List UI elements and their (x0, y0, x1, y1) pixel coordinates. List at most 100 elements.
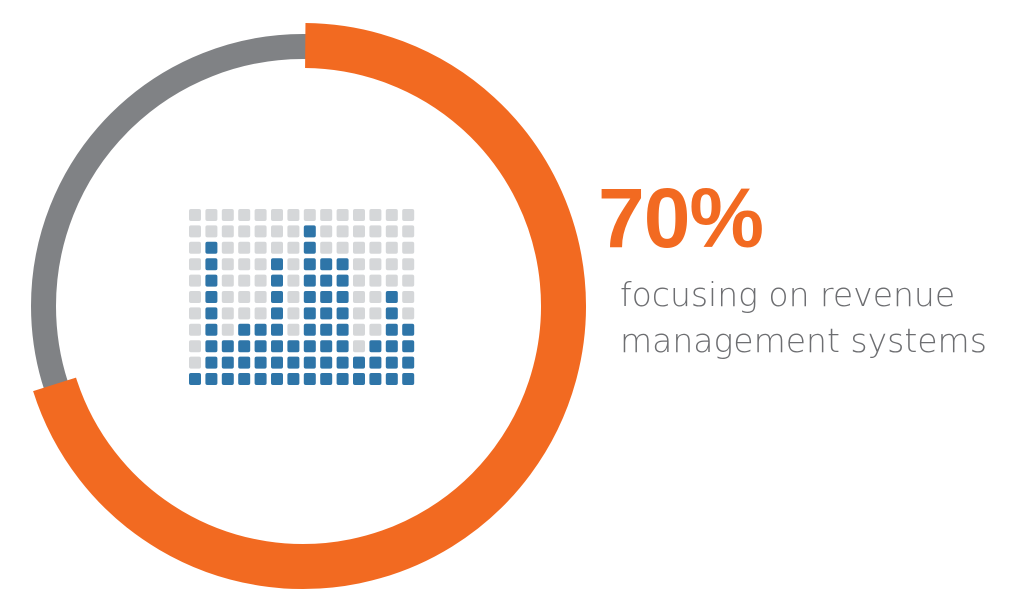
icon-cell (353, 209, 365, 221)
icon-cell (385, 291, 398, 303)
icon-cell (385, 258, 398, 271)
icon-cell (238, 241, 251, 254)
icon-cell (353, 373, 365, 385)
icon-cell (369, 209, 382, 221)
icon-cell (238, 291, 251, 303)
icon-cell (353, 356, 365, 369)
icon-cell (336, 209, 349, 221)
icon-cell (336, 340, 349, 353)
donut-arc (33, 23, 586, 589)
icon-cell (205, 225, 218, 238)
icon-cell (385, 356, 398, 369)
icon-cell (303, 274, 316, 287)
icon-cell (221, 356, 234, 369)
icon-cell (271, 356, 283, 369)
icon-cell (238, 356, 251, 369)
icon-cell (369, 373, 382, 385)
icon-cell (353, 258, 365, 271)
icon-cell (303, 356, 316, 369)
icon-cell (320, 274, 333, 287)
icon-cell (303, 323, 316, 336)
icon-cell (353, 323, 365, 336)
icon-cell (189, 323, 201, 336)
icon-cell (271, 307, 283, 320)
icon-cell (320, 291, 333, 303)
icon-cell (238, 307, 251, 320)
icon-cell (254, 209, 267, 221)
icon-cell (402, 209, 415, 221)
icon-cell (271, 258, 283, 271)
icon-cell (303, 307, 316, 320)
icon-cell (254, 373, 267, 385)
icon-cell (353, 291, 365, 303)
icon-cell (320, 209, 333, 221)
icon-cell (254, 225, 267, 238)
icon-cell (385, 323, 398, 336)
icon-cell (353, 241, 365, 254)
icon-cell (369, 323, 382, 336)
icon-cell (254, 307, 267, 320)
icon-cell (320, 373, 333, 385)
icon-cell (402, 356, 415, 369)
icon-cell (336, 274, 349, 287)
icon-cell (271, 373, 283, 385)
icon-cell (221, 241, 234, 254)
icon-cell (189, 356, 201, 369)
icon-cell (189, 340, 201, 353)
icon-cell (369, 241, 382, 254)
icon-cell (205, 274, 218, 287)
icon-cell (254, 274, 267, 287)
icon-cell (336, 258, 349, 271)
icon-cell (189, 373, 201, 385)
icon-cell (402, 373, 415, 385)
icon-cell (287, 225, 300, 238)
icon-cell (271, 225, 283, 238)
icon-cell (238, 323, 251, 336)
icon-cell (221, 307, 234, 320)
icon-cell (238, 373, 251, 385)
icon-cell (287, 291, 300, 303)
icon-cell (402, 241, 415, 254)
icon-cell (353, 307, 365, 320)
icon-cell (205, 258, 218, 271)
icon-cell (320, 225, 333, 238)
icon-cell (271, 291, 283, 303)
icon-cell (254, 241, 267, 254)
icon-cell (205, 356, 218, 369)
icon-cell (336, 291, 349, 303)
icon-cell (254, 340, 267, 353)
icon-cell (254, 323, 267, 336)
icon-cell (336, 307, 349, 320)
icon-cell (353, 225, 365, 238)
icon-cell (353, 274, 365, 287)
icon-cell (303, 373, 316, 385)
icon-cell (189, 258, 201, 271)
value-label: 70% (598, 171, 764, 265)
subtitle: focusing on revenue management systems (620, 275, 987, 360)
icon-cell (385, 274, 398, 287)
icon-cell (238, 340, 251, 353)
icon-cell (303, 209, 316, 221)
icon-cell (320, 241, 333, 254)
icon-cell (254, 291, 267, 303)
icon-cell (221, 323, 234, 336)
icon-cell (303, 241, 316, 254)
icon-cell (221, 340, 234, 353)
icon-cell (271, 274, 283, 287)
icon-cell (238, 209, 251, 221)
icon-cell (320, 356, 333, 369)
icon-cell (221, 209, 234, 221)
icon-cell (287, 323, 300, 336)
icon-cell (303, 340, 316, 353)
icon-cell (385, 241, 398, 254)
icon-cell (287, 258, 300, 271)
icon-cell (369, 307, 382, 320)
icon-cell (320, 323, 333, 336)
icon-cell (221, 225, 234, 238)
icon-cell (205, 291, 218, 303)
icon-cell (287, 209, 300, 221)
icon-cell (205, 209, 218, 221)
icon-cell (287, 307, 300, 320)
icon-cell (205, 241, 218, 254)
